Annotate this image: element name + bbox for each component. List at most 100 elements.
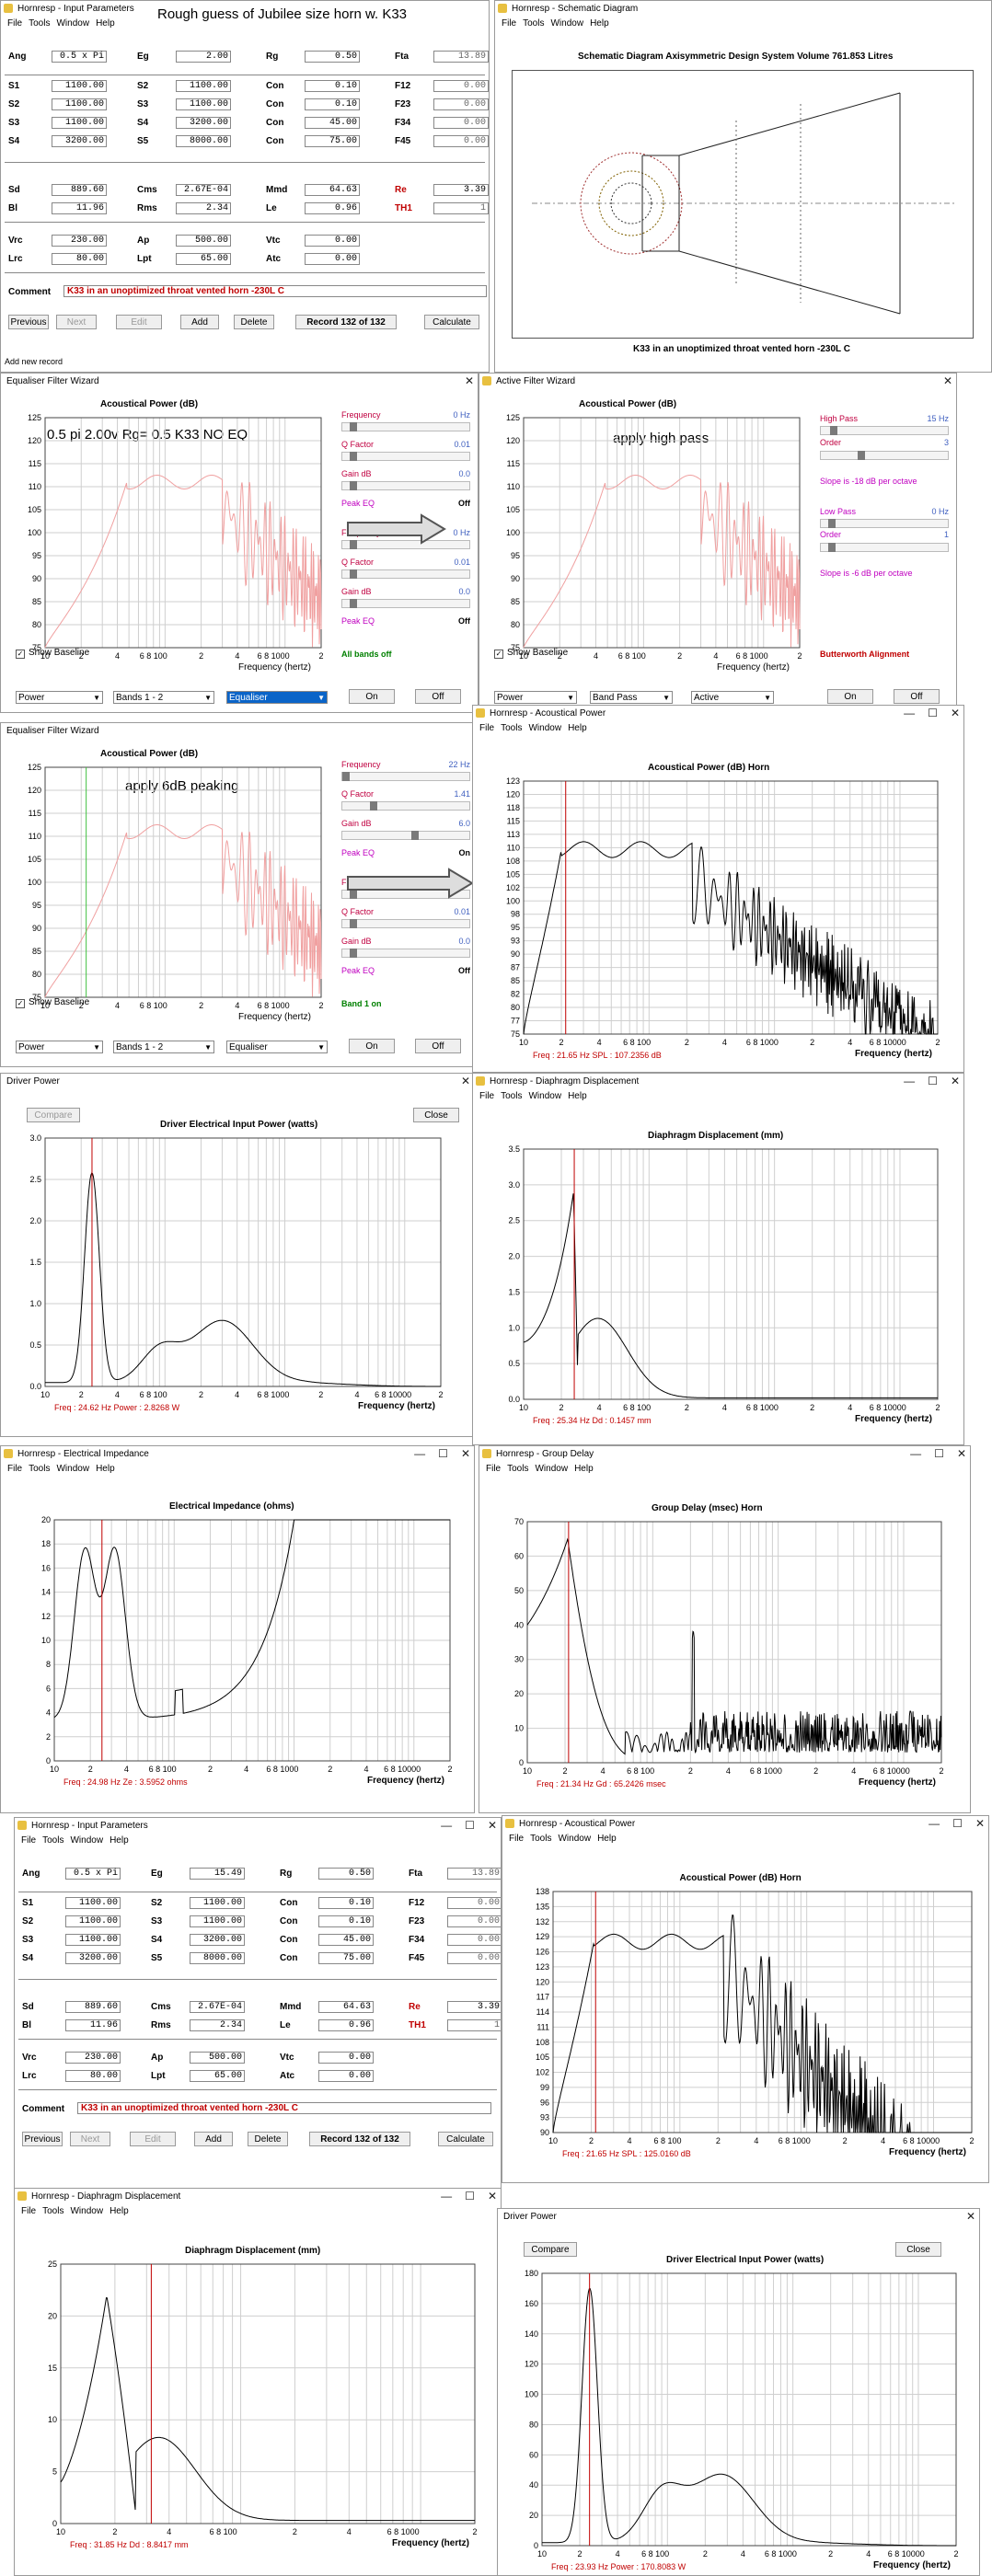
- menu-help[interactable]: Help: [96, 1464, 115, 1474]
- show-baseline-checkbox[interactable]: ✓ Show Baseline: [16, 648, 89, 659]
- filter-slider[interactable]: [820, 519, 949, 528]
- param-field[interactable]: 13.89: [433, 51, 489, 63]
- param-field[interactable]: 3200.00: [52, 135, 107, 147]
- close-icon[interactable]: ✕: [464, 374, 474, 387]
- slider-thumb[interactable]: [350, 949, 357, 958]
- window-controls[interactable]: — ☐ ✕: [414, 1447, 470, 1460]
- dropdown-band_pass[interactable]: Band Pass ▼: [590, 691, 673, 704]
- param-field[interactable]: 8000.00: [190, 1952, 245, 1964]
- param-field[interactable]: 65.00: [190, 2070, 245, 2082]
- slider-thumb[interactable]: [350, 422, 357, 431]
- menu-help[interactable]: Help: [597, 1834, 617, 1844]
- window-controls[interactable]: — ☐ ✕: [441, 1819, 497, 1832]
- calculate-button[interactable]: Calculate: [438, 2132, 493, 2146]
- window-controls[interactable]: — ☐ ✕: [929, 1817, 985, 1830]
- dropdown-power[interactable]: Power ▼: [494, 691, 577, 704]
- filter-slider[interactable]: [341, 540, 470, 549]
- menu-window[interactable]: Window: [558, 1834, 592, 1844]
- menu-tools[interactable]: Tools: [530, 1834, 552, 1844]
- slider-thumb[interactable]: [350, 569, 357, 579]
- window-controls[interactable]: — ☐ ✕: [441, 2190, 497, 2202]
- menu-tools[interactable]: Tools: [507, 1464, 529, 1474]
- param-field[interactable]: 75.00: [305, 135, 360, 147]
- param-field[interactable]: 500.00: [190, 2052, 245, 2064]
- menu-help[interactable]: Help: [568, 723, 587, 733]
- record-button[interactable]: Record 132 of 132: [309, 2132, 410, 2146]
- add-button[interactable]: Add: [194, 2132, 233, 2146]
- menu-window[interactable]: Window: [528, 1091, 562, 1101]
- slider-thumb[interactable]: [350, 452, 357, 461]
- param-field[interactable]: 889.60: [65, 2001, 121, 2013]
- param-field[interactable]: 3200.00: [190, 1934, 245, 1946]
- param-field[interactable]: 3.39: [447, 2001, 501, 2013]
- delete-button[interactable]: Delete: [234, 315, 274, 329]
- menu-window[interactable]: Window: [56, 18, 90, 29]
- slider-thumb[interactable]: [350, 481, 357, 490]
- dropdown-bands[interactable]: Bands 1 - 2 ▼: [113, 691, 214, 704]
- param-field[interactable]: 0.00: [433, 98, 489, 110]
- filter-slider[interactable]: [341, 599, 470, 608]
- record-button[interactable]: Record 132 of 132: [295, 315, 397, 329]
- param-field[interactable]: 13.89: [447, 1868, 501, 1880]
- previous-button[interactable]: Previous: [22, 2132, 63, 2146]
- param-field[interactable]: 8000.00: [176, 135, 231, 147]
- param-field[interactable]: 1100.00: [176, 98, 231, 110]
- next-button[interactable]: Next: [56, 315, 97, 329]
- menu-help[interactable]: Help: [574, 1464, 594, 1474]
- delete-button[interactable]: Delete: [248, 2132, 288, 2146]
- off-button[interactable]: Off: [894, 689, 940, 704]
- param-field[interactable]: 1100.00: [65, 1915, 121, 1927]
- dropdown-active[interactable]: Active ▼: [691, 691, 774, 704]
- filter-slider[interactable]: [341, 452, 470, 461]
- dropdown-power[interactable]: Power ▼: [16, 1041, 103, 1053]
- param-field[interactable]: 0.10: [305, 98, 360, 110]
- dropdown-bands[interactable]: Bands 1 - 2 ▼: [113, 1041, 214, 1053]
- param-field[interactable]: 0.96: [318, 2019, 374, 2031]
- slider-thumb[interactable]: [350, 919, 357, 928]
- param-field[interactable]: 3.39: [433, 184, 489, 196]
- menu-window[interactable]: Window: [70, 1835, 104, 1846]
- param-field[interactable]: 1: [433, 202, 489, 214]
- menu-file[interactable]: File: [7, 18, 23, 29]
- close-button[interactable]: Close: [895, 2242, 941, 2257]
- menu-help[interactable]: Help: [110, 2206, 129, 2216]
- on-button[interactable]: On: [349, 689, 395, 704]
- param-field[interactable]: 0.50: [318, 1868, 374, 1880]
- param-field[interactable]: 1100.00: [190, 1897, 245, 1909]
- filter-slider[interactable]: [341, 569, 470, 579]
- menu-file[interactable]: File: [21, 1835, 37, 1846]
- menu-tools[interactable]: Tools: [29, 18, 51, 29]
- filter-slider[interactable]: [341, 949, 470, 958]
- filter-slider[interactable]: [341, 422, 470, 431]
- param-field[interactable]: 0.00: [447, 1934, 501, 1946]
- param-field[interactable]: 80.00: [52, 253, 107, 265]
- menu-file[interactable]: File: [7, 1464, 23, 1474]
- close-icon[interactable]: ✕: [965, 2210, 975, 2223]
- param-field[interactable]: 0.00: [433, 135, 489, 147]
- slider-thumb[interactable]: [858, 451, 865, 460]
- menu-file[interactable]: File: [486, 1464, 502, 1474]
- menu-tools[interactable]: Tools: [29, 1464, 51, 1474]
- menu-help[interactable]: Help: [590, 18, 609, 29]
- off-button[interactable]: Off: [415, 689, 461, 704]
- param-field[interactable]: 1100.00: [52, 98, 107, 110]
- param-field[interactable]: 0.00: [447, 1897, 501, 1909]
- close-button[interactable]: Close: [413, 1108, 459, 1122]
- param-field[interactable]: 15.49: [190, 1868, 245, 1880]
- dropdown-eq[interactable]: Equaliser ▼: [226, 1041, 328, 1053]
- param-field[interactable]: 45.00: [318, 1934, 374, 1946]
- menu-tools[interactable]: Tools: [42, 2206, 64, 2216]
- show-baseline-checkbox[interactable]: ✓ Show Baseline: [494, 648, 568, 659]
- param-field[interactable]: 1100.00: [52, 117, 107, 129]
- param-field[interactable]: 3200.00: [65, 1952, 121, 1964]
- param-field[interactable]: 11.96: [65, 2019, 121, 2031]
- slider-thumb[interactable]: [350, 890, 357, 899]
- menu-window[interactable]: Window: [528, 723, 562, 733]
- param-field[interactable]: 0.10: [318, 1915, 374, 1927]
- comment-field[interactable]: K33 in an unoptimized throat vented horn…: [77, 2102, 491, 2114]
- slider-thumb[interactable]: [411, 831, 419, 840]
- param-field[interactable]: 65.00: [176, 253, 231, 265]
- menu-window[interactable]: Window: [70, 2206, 104, 2216]
- off-button[interactable]: Off: [415, 1039, 461, 1053]
- param-field[interactable]: 1100.00: [176, 80, 231, 92]
